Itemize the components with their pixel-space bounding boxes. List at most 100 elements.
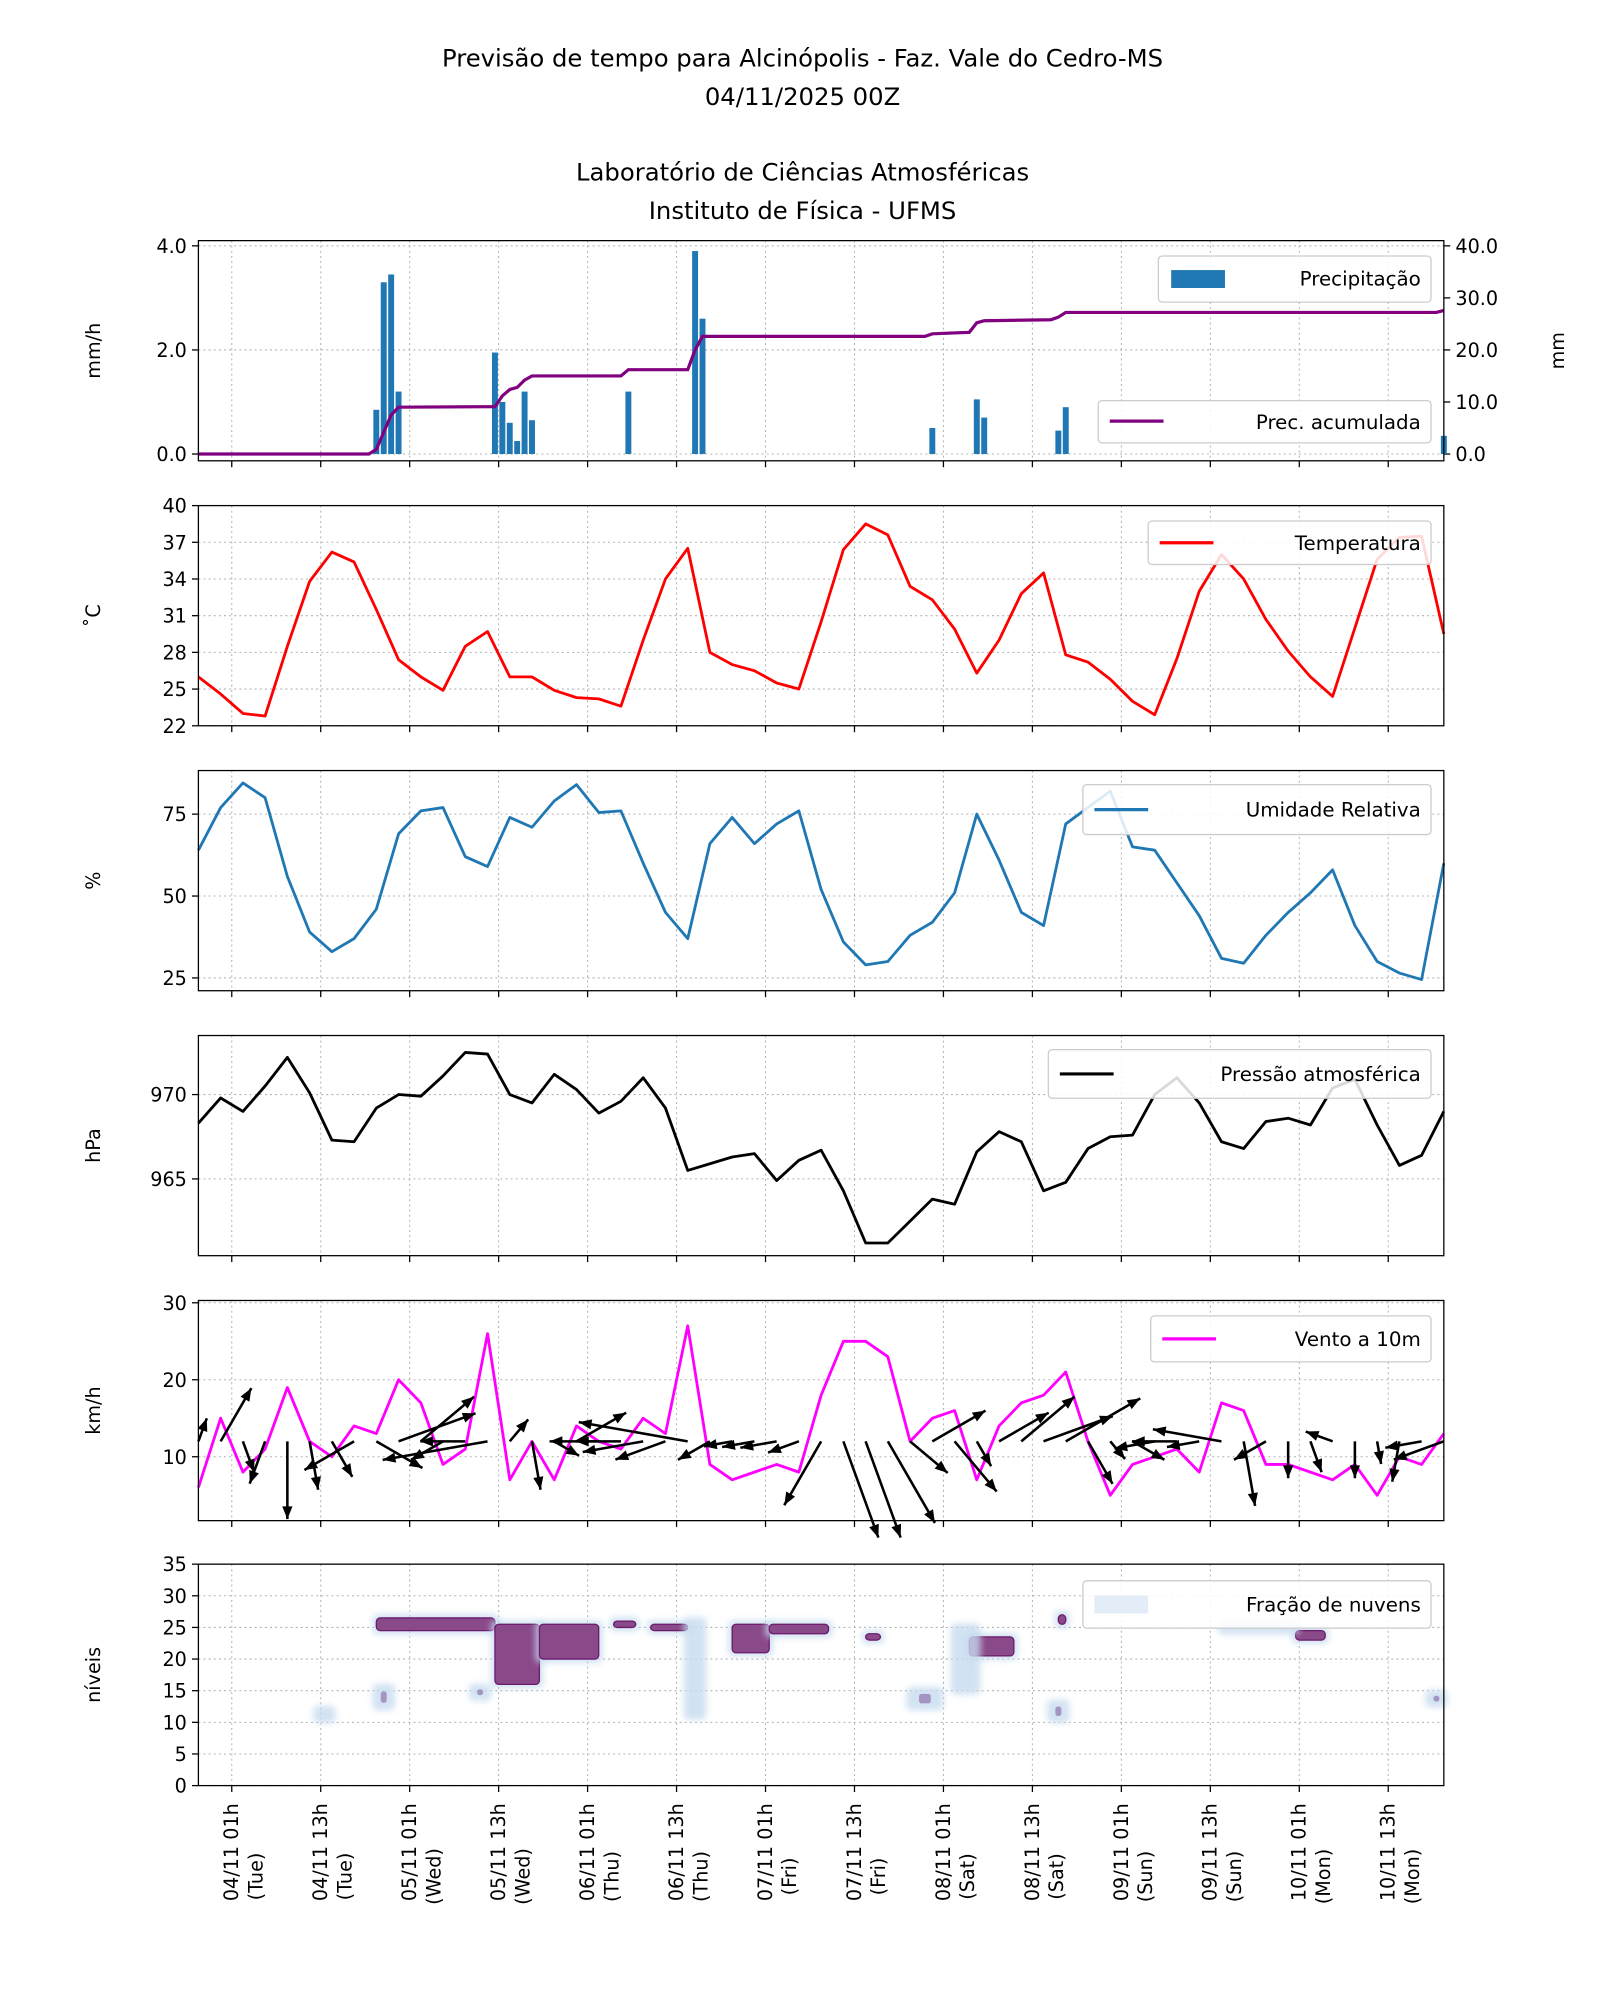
wind-arrow-head	[516, 1419, 529, 1433]
wind-arrow	[703, 1439, 733, 1450]
wind-arrow-head	[282, 1506, 293, 1520]
wind-arrow-shaft	[864, 1440, 902, 1539]
y-right-axis-label: mm	[1546, 332, 1569, 369]
y-tick-label: 25	[162, 967, 186, 990]
wind-arrow-head	[1131, 1436, 1145, 1447]
chart-subtitle-line2: Instituto de Física - UFMS	[649, 196, 957, 225]
wind-arrow-head	[784, 1491, 796, 1506]
x-tick-label-day: (Mon)	[1401, 1849, 1424, 1904]
axes-frame	[197, 1299, 1445, 1522]
cloud-region	[1425, 1690, 1448, 1708]
wind-arrow-head	[703, 1439, 718, 1450]
wind-arrow	[931, 1409, 987, 1443]
wind-arrow	[1233, 1440, 1267, 1461]
wind-arrow	[219, 1387, 253, 1442]
wind-arrow-head	[1166, 1439, 1181, 1450]
x-tick-label-day: (Mon)	[1312, 1849, 1335, 1904]
cloud-region	[1054, 1610, 1070, 1629]
wind-arrow-head	[740, 1440, 754, 1451]
cloud-core	[1057, 1614, 1067, 1625]
y-tick-label: 25	[162, 678, 186, 701]
wind-arrow	[330, 1440, 354, 1478]
wind-arrow-head	[891, 1523, 902, 1538]
wind-arrow-head	[420, 1436, 434, 1447]
legend-box	[1082, 1580, 1432, 1629]
wind-arrow	[721, 1439, 755, 1450]
precip-bar	[529, 420, 535, 455]
y-axis-label: níveis	[82, 1647, 105, 1703]
panel-clouds: 0 5 10 15 20 25 30 35 níveis Fração de nuvens 04/1…	[82, 1553, 1448, 1905]
wind-arrow	[420, 1436, 466, 1447]
wind-arrow	[375, 1440, 424, 1470]
y-axis-label: ˚C	[82, 604, 105, 627]
cloud-core	[918, 1693, 931, 1704]
wind-arrow	[1393, 1440, 1445, 1461]
wind-arrow-head	[869, 1523, 879, 1538]
y-tick-label: 40	[162, 495, 186, 518]
y-tick-label: 30	[162, 1585, 186, 1608]
wind-arrow-head	[575, 1436, 589, 1447]
wind-arrow	[1305, 1430, 1334, 1443]
y-right-tick-label: 0.0	[1455, 443, 1486, 466]
axes-frame	[197, 1034, 1445, 1257]
wind-arrow	[1309, 1440, 1323, 1473]
wind-arrow-head	[1112, 1445, 1126, 1460]
wind-arrow	[1109, 1440, 1127, 1460]
wind-arrow-head	[565, 1444, 580, 1456]
wind-arrow-head	[578, 1419, 593, 1430]
wind-arrow	[1349, 1441, 1360, 1479]
legend-label: Umidade Relativa	[1246, 799, 1421, 822]
precip-bar	[1062, 407, 1069, 455]
wind-arrow-head	[677, 1448, 692, 1460]
y-tick-label: 30	[162, 1292, 186, 1315]
wind-arrow	[1385, 1440, 1422, 1451]
x-tick-label-day: (Fri)	[867, 1858, 890, 1896]
cloud-core	[380, 1691, 387, 1703]
wind-arrow-head	[612, 1412, 627, 1424]
wind-arrow	[1166, 1439, 1200, 1450]
precip-bar	[521, 391, 528, 455]
precip-bar	[981, 417, 988, 455]
wind-arrow-head	[722, 1439, 736, 1450]
chart-title-line2: 04/11/2025 00Z	[705, 82, 900, 111]
precip-bar	[929, 428, 936, 455]
wind-arrow	[582, 1440, 644, 1455]
precip-bar	[625, 391, 632, 455]
cloud-region	[906, 1686, 944, 1711]
wind-arrow-head	[1114, 1441, 1128, 1452]
x-tick-label-day: (Fri)	[778, 1858, 801, 1896]
wind-arrow-head	[1393, 1450, 1408, 1460]
x-tick-label-day: (Tue)	[333, 1853, 356, 1901]
wind-arrow	[1020, 1395, 1076, 1443]
axes-frame	[197, 504, 1445, 727]
legend-box	[1147, 520, 1432, 566]
cloud-core	[731, 1623, 770, 1654]
y-tick-label: 20	[162, 1369, 186, 1392]
wind-arrow-head	[615, 1450, 630, 1460]
wind-arrow	[578, 1419, 688, 1443]
x-tick-label-date: 05/11 13h	[487, 1803, 510, 1901]
cloud-region	[491, 1620, 544, 1689]
precip-bar	[1055, 430, 1062, 455]
y-tick-label: 28	[162, 641, 186, 664]
legend-label: Precipitação	[1300, 267, 1421, 290]
y-tick-label: 970	[150, 1084, 187, 1107]
x-tick-label-day: (Thu)	[600, 1851, 623, 1902]
wind-arrow	[382, 1440, 488, 1463]
cloud-halo	[950, 1623, 981, 1695]
wind-arrow	[998, 1411, 1050, 1443]
y-right-tick-label: 10.0	[1455, 391, 1498, 414]
wind-arrow-head	[1385, 1440, 1399, 1451]
y-tick-label: 2.0	[156, 339, 187, 362]
cloud-region	[609, 1617, 640, 1632]
y-tick-label: 0.0	[156, 443, 187, 466]
wind-arrow	[1283, 1441, 1294, 1479]
x-tick-label-day: (Wed)	[422, 1848, 445, 1905]
wind-arrow	[740, 1440, 777, 1451]
x-tick-label-date: 10/11 01h	[1288, 1803, 1311, 1901]
cloud-core	[375, 1617, 496, 1632]
y-tick-label: 75	[162, 803, 186, 826]
plots: 0.0 2.0 4.0 mm/h 0.0 10.0 20.0 30.0 40.0 mm Precip…	[82, 235, 1569, 1905]
wind-arrow-shaft	[886, 1440, 937, 1524]
y-axis-label: hPa	[82, 1128, 105, 1163]
